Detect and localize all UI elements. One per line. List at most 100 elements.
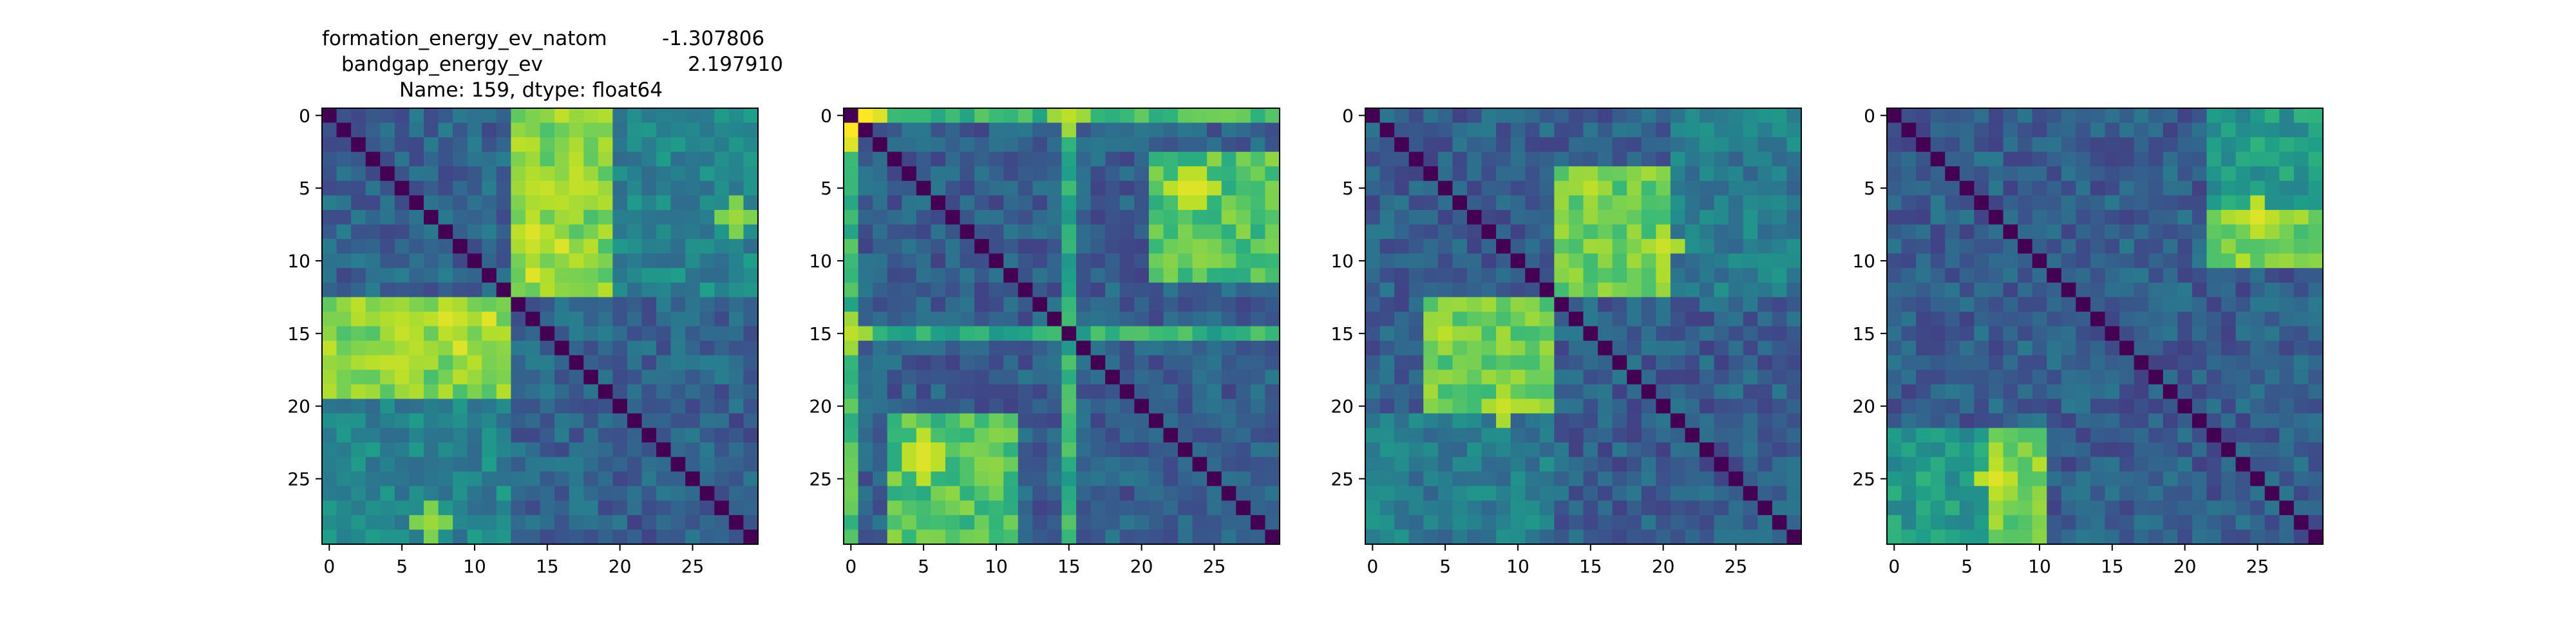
heatmap-cell <box>598 515 613 531</box>
heatmap-cell <box>380 384 395 399</box>
heatmap-cell <box>1988 268 2004 283</box>
heatmap-cell <box>2018 529 2033 545</box>
heatmap-cell <box>743 166 759 182</box>
heatmap-cell <box>1728 209 1744 225</box>
heatmap-cell <box>1525 108 1540 124</box>
heatmap-cell <box>1178 500 1193 516</box>
heatmap-cell <box>1119 529 1135 545</box>
heatmap-cell <box>1408 122 1424 138</box>
heatmap-cell <box>699 384 715 399</box>
heatmap-cell <box>1743 384 1758 399</box>
heatmap-cell <box>1221 224 1236 240</box>
heatmap-cell <box>670 399 686 414</box>
heatmap-cell <box>322 108 337 124</box>
heatmap-cell <box>1221 297 1236 312</box>
heatmap-cell <box>989 209 1004 225</box>
heatmap-cell <box>1945 500 1960 516</box>
heatmap-cell <box>902 209 917 225</box>
heatmap-cell <box>1930 137 1946 153</box>
heatmap-cell <box>699 108 715 124</box>
heatmap-cell <box>1423 224 1439 240</box>
heatmap-cell <box>989 341 1004 356</box>
heatmap-cell <box>974 311 990 327</box>
heatmap-cell <box>554 122 570 138</box>
heatmap-cell <box>2119 442 2135 458</box>
heatmap-cell <box>1003 311 1019 327</box>
heatmap-cell <box>1207 326 1222 341</box>
heatmap-cell <box>1568 515 1584 531</box>
heatmap-cell <box>322 471 337 487</box>
heatmap-cell <box>844 297 859 312</box>
heatmap-cell <box>1437 253 1453 269</box>
heatmap-cell <box>931 515 946 531</box>
heatmap-cell <box>394 311 410 327</box>
heatmap-cell <box>2250 399 2266 414</box>
heatmap-cell <box>1365 166 1381 182</box>
heatmap-cell <box>1714 384 1729 399</box>
heatmap-cell <box>1061 529 1077 545</box>
heatmap-cell <box>1598 180 1613 196</box>
heatmap-cell <box>1221 209 1236 225</box>
heatmap-cell <box>2119 311 2135 327</box>
heatmap-cell <box>974 486 990 501</box>
heatmap-cell <box>1525 239 1540 254</box>
heatmap-cell <box>1423 239 1439 254</box>
heatmap-cell <box>1510 253 1526 269</box>
heatmap-cell <box>351 311 366 327</box>
x-tick-label: 15 <box>1579 556 1602 577</box>
heatmap-cell <box>467 355 482 370</box>
heatmap-cell <box>1612 195 1627 211</box>
heatmap-cell <box>1554 122 1569 138</box>
heatmap-cell <box>336 122 352 138</box>
heatmap-cell <box>945 209 961 225</box>
heatmap-cell <box>1090 151 1106 167</box>
heatmap-cell <box>1090 399 1106 414</box>
heatmap-cell <box>1236 180 1251 196</box>
heatmap-cell <box>1394 282 1410 298</box>
heatmap-cell <box>1539 341 1555 356</box>
heatmap-cell <box>1365 151 1381 167</box>
heatmap-cell <box>1728 108 1744 124</box>
heatmap-cell <box>685 529 701 545</box>
heatmap-cell <box>1466 370 1482 385</box>
heatmap-cell <box>1003 355 1019 370</box>
heatmap-cell <box>1163 108 1179 124</box>
heatmap-cell <box>2192 122 2208 138</box>
heatmap-cell <box>1178 399 1193 414</box>
heatmap-cell <box>525 486 541 501</box>
heatmap-cell <box>1148 442 1164 458</box>
heatmap-cell <box>2264 486 2280 501</box>
heatmap-cell <box>1510 442 1526 458</box>
heatmap-cell <box>2206 282 2222 298</box>
heatmap-cell <box>1930 457 1946 472</box>
heatmap-cell <box>540 384 555 399</box>
heatmap-cell <box>467 442 482 458</box>
heatmap-cell <box>2221 326 2237 341</box>
heatmap-cell <box>858 282 873 298</box>
heatmap-cell <box>1496 457 1511 472</box>
heatmap-cell <box>1046 399 1063 414</box>
heatmap-cell <box>1163 486 1179 501</box>
heatmap-cell <box>1119 442 1135 458</box>
heatmap-cell <box>2293 399 2309 414</box>
heatmap-cell <box>887 137 902 153</box>
heatmap-cell <box>1365 428 1381 443</box>
heatmap-cell <box>1250 209 1266 225</box>
heatmap-cell <box>1583 209 1598 225</box>
heatmap-cell <box>2076 457 2091 472</box>
heatmap-cell <box>1988 108 2004 124</box>
heatmap-cell <box>583 529 599 545</box>
heatmap-cell <box>598 297 613 312</box>
heatmap-cell <box>2090 122 2106 138</box>
heatmap-cell <box>554 209 570 225</box>
x-tick-label: 0 <box>845 556 857 577</box>
heatmap-cell <box>1627 180 1642 196</box>
heatmap-cell <box>1178 268 1193 283</box>
heatmap-cell <box>931 224 946 240</box>
heatmap-cell <box>728 137 744 153</box>
heatmap-cell <box>1496 399 1511 414</box>
heatmap-cell <box>728 282 744 298</box>
heatmap-cell <box>916 399 931 414</box>
heatmap-cell <box>1656 268 1671 283</box>
heatmap-cell <box>1728 239 1744 254</box>
